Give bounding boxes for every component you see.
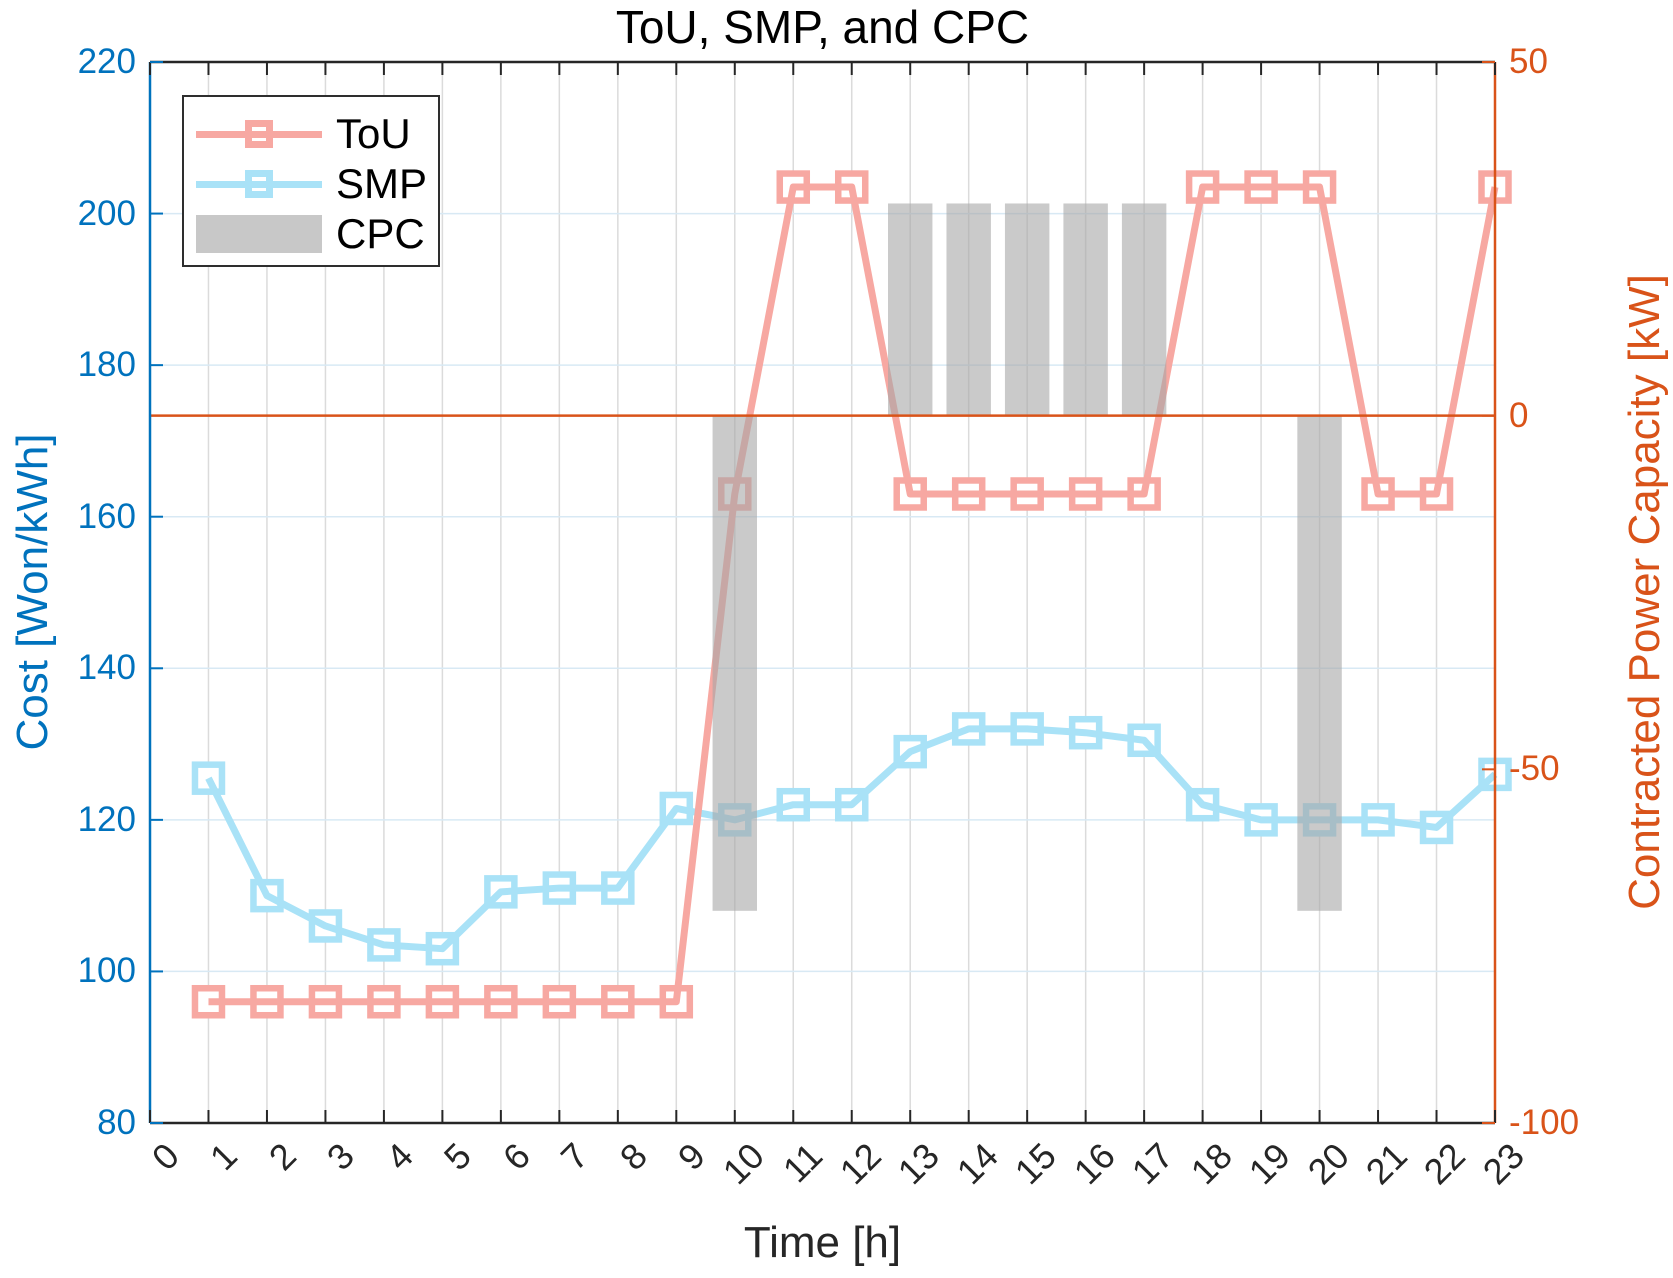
- legend-item-cpc: CPC: [184, 209, 438, 259]
- cpc-bar: [946, 203, 991, 416]
- legend-label-smp: SMP: [336, 160, 428, 207]
- cpc-bar: [1004, 203, 1050, 416]
- x-axis-label: Time [h]: [743, 1218, 902, 1267]
- tou-marker: [191, 984, 226, 1019]
- legend-label-cpc: CPC: [336, 210, 425, 257]
- cpc-bar: [887, 203, 933, 416]
- smp-line-swatch: [196, 169, 322, 199]
- left-tick-label: 80: [97, 1103, 136, 1142]
- legend-item-smp: SMP: [184, 159, 438, 209]
- cpc-bar-swatch: [196, 215, 322, 253]
- right-tick-label: -50: [1509, 749, 1560, 789]
- legend-label-tou: ToU: [336, 110, 411, 157]
- chart-title: ToU, SMP, and CPC: [615, 1, 1030, 53]
- right-axis-label: Contracted Power Capacity [kW]: [1620, 274, 1669, 910]
- left-tick-label: 220: [77, 42, 136, 81]
- left-tick-label: 100: [77, 951, 136, 991]
- legend-item-tou: ToU: [184, 109, 438, 159]
- left-axis-label: Cost [Won/kWh]: [8, 433, 57, 751]
- tou-line: [208, 183, 1499, 1006]
- left-tick-label: 120: [77, 799, 136, 839]
- right-tick-label: 0: [1509, 395, 1529, 435]
- smp-line: [205, 725, 1498, 953]
- cpc-bar: [1063, 203, 1108, 416]
- cpc-bar: [1297, 415, 1342, 911]
- smp-marker: [250, 878, 284, 913]
- cpc-bar: [1121, 203, 1167, 416]
- left-tick-label: 140: [77, 648, 136, 688]
- right-tick-label: -100: [1509, 1103, 1580, 1142]
- left-tick-label: 200: [77, 193, 136, 233]
- right-tick-label: 50: [1509, 42, 1548, 81]
- cpc-bar: [712, 415, 758, 911]
- tou-line-swatch: [196, 119, 322, 149]
- legend-box: ToU SMP CPC: [182, 95, 440, 267]
- left-tick-label: 160: [77, 496, 136, 536]
- left-tick-label: 180: [77, 345, 136, 385]
